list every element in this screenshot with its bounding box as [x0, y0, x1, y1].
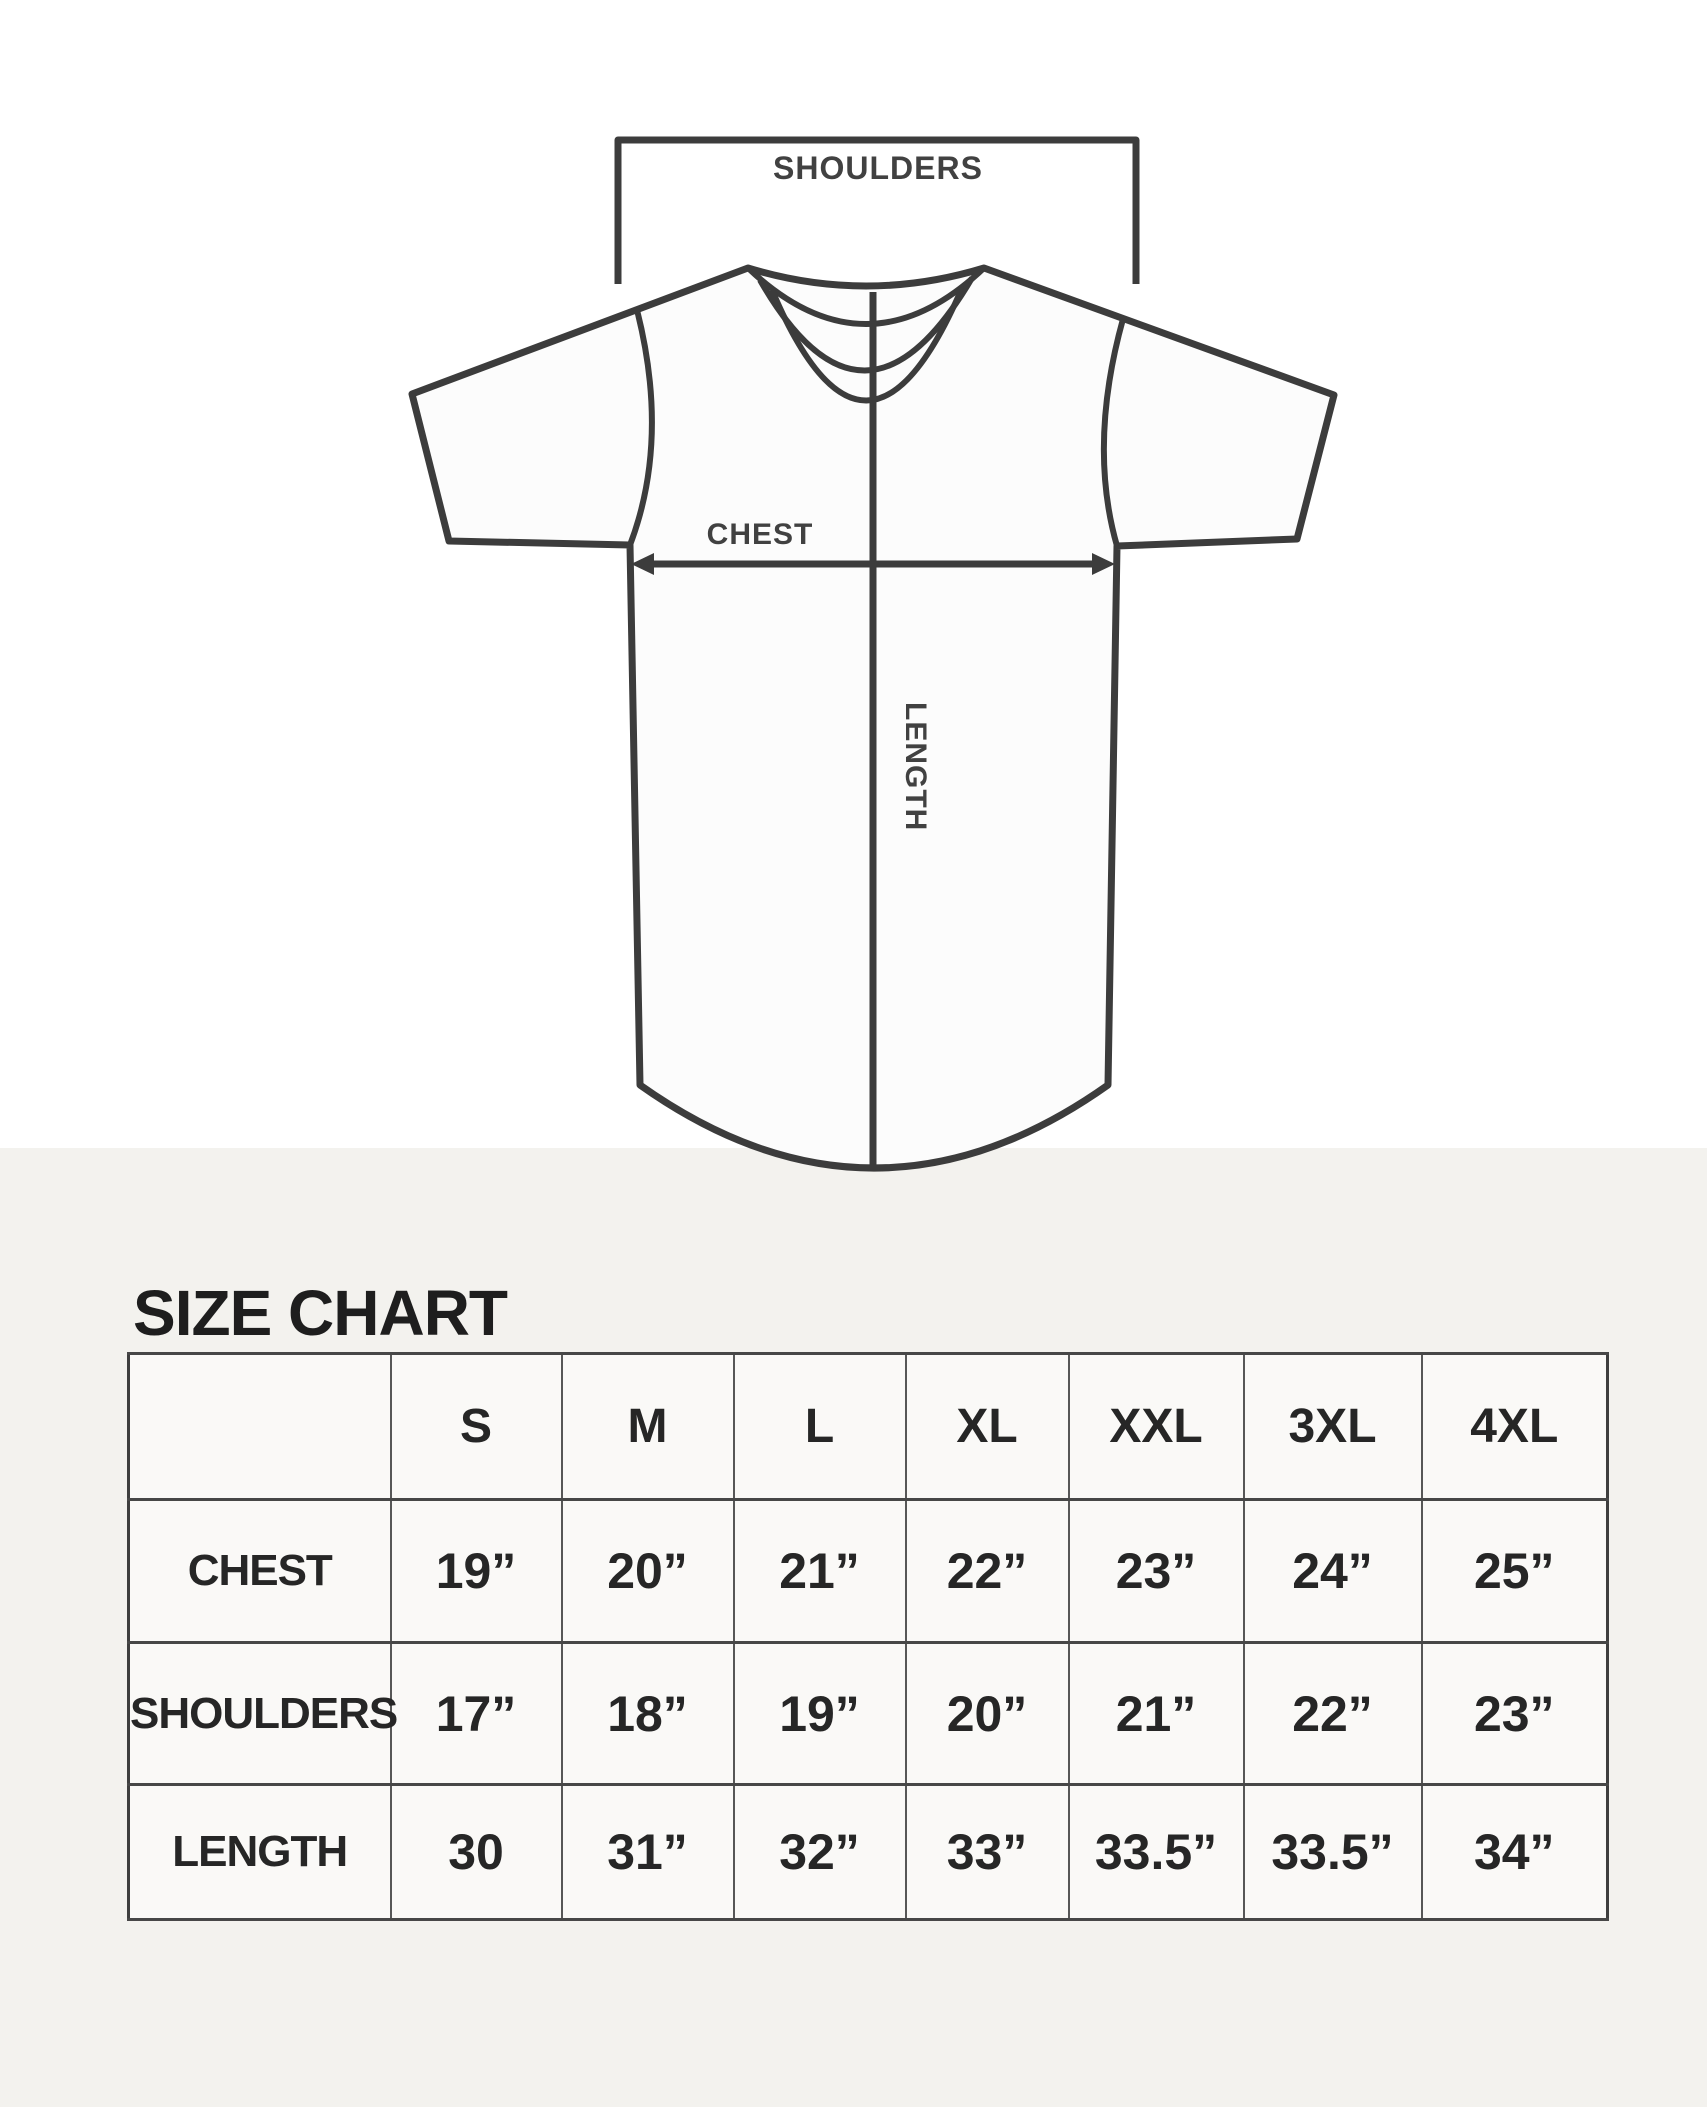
length-value-3xl: 33.5” [1242, 1783, 1423, 1921]
col-header-m: M [560, 1352, 735, 1501]
col-header-xl: XL [904, 1352, 1070, 1501]
length-value-xl: 33” [904, 1783, 1070, 1921]
corner-cell [127, 1352, 392, 1501]
collar-band [745, 265, 987, 327]
length-value-s: 30 [389, 1783, 563, 1921]
chest-value-l: 21” [732, 1498, 907, 1644]
chest-arrow-right [1092, 553, 1115, 575]
chest-measure-label: CHEST [706, 518, 814, 551]
shoulders-value-m: 18” [560, 1641, 735, 1786]
chest-value-3xl: 24” [1242, 1498, 1423, 1644]
shoulders-value-3xl: 22” [1242, 1641, 1423, 1786]
shoulders-value-xl: 20” [904, 1641, 1070, 1786]
chest-value-4xl: 25” [1420, 1498, 1609, 1644]
left-armhole-seam [627, 309, 655, 547]
row-label-chest: CHEST [127, 1498, 392, 1644]
row-label-shoulders: SHOULDERS [127, 1641, 398, 1786]
shoulders-value-l: 19” [732, 1641, 907, 1786]
chest-value-xl: 22” [904, 1498, 1070, 1644]
col-header-4xl: 4XL [1420, 1352, 1609, 1501]
tshirt-diagram [408, 136, 1338, 1172]
shoulders-value-4xl: 23” [1420, 1641, 1609, 1786]
collar-neckline [769, 286, 965, 404]
col-header-l: L [732, 1352, 907, 1501]
length-value-l: 32” [732, 1783, 907, 1921]
size-chart-table: S M L XL XXL 3XL 4XL CHEST 19” 20” 21” 2… [127, 1352, 1609, 1921]
right-armhole-seam [1100, 318, 1126, 547]
table-header-row: S M L XL XXL 3XL 4XL [127, 1352, 1609, 1501]
row-label-length: LENGTH [127, 1783, 392, 1921]
chest-value-s: 19” [389, 1498, 563, 1644]
shoulders-value-s: 17” [389, 1641, 563, 1786]
table-row-length: LENGTH 30 31” 32” 33” 33.5” 33.5” 34” [127, 1783, 1609, 1921]
col-header-s: S [389, 1352, 563, 1501]
shoulders-measure-label: SHOULDERS [773, 150, 983, 186]
shoulders-bracket [614, 136, 1140, 284]
chest-value-m: 20” [560, 1498, 735, 1644]
length-value-m: 31” [560, 1783, 735, 1921]
chest-value-xxl: 23” [1067, 1498, 1245, 1644]
size-chart-title: SIZE CHART [133, 1277, 508, 1349]
table-row-chest: CHEST 19” 20” 21” 22” 23” 24” 25” [127, 1498, 1609, 1644]
col-header-3xl: 3XL [1242, 1352, 1423, 1501]
table-row-shoulders: SHOULDERS 17” 18” 19” 20” 21” 22” 23” [127, 1641, 1609, 1786]
shoulders-value-xxl: 21” [1067, 1641, 1245, 1786]
col-header-xxl: XXL [1067, 1352, 1245, 1501]
chest-arrow-left [631, 553, 654, 575]
length-value-xxl: 33.5” [1067, 1783, 1245, 1921]
length-value-4xl: 34” [1420, 1783, 1609, 1921]
length-measure-label: LENGTH [899, 702, 932, 832]
